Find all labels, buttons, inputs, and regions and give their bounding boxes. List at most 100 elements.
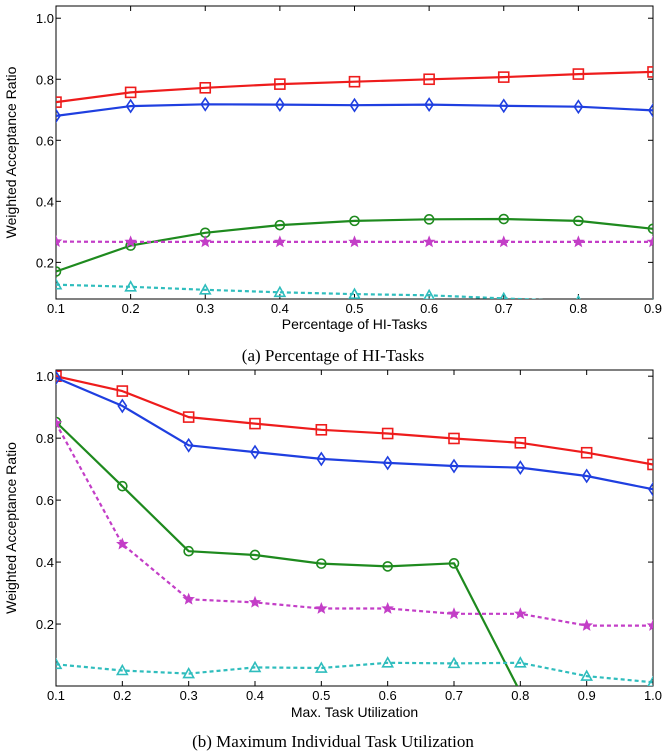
- x-tick-label: 0.4: [271, 301, 289, 316]
- series-line-blue: [56, 376, 653, 491]
- x-tick-label: 0.1: [47, 688, 65, 703]
- x-tick-label: 1.0: [644, 688, 662, 703]
- y-tick-label: 0.8: [36, 72, 54, 87]
- data-point-magenta: [56, 416, 63, 429]
- x-tick-label: 0.8: [511, 688, 529, 703]
- data-point-green: [498, 213, 510, 225]
- data-point-green: [249, 549, 261, 561]
- data-point-magenta: [56, 235, 63, 247]
- data-point-blue: [183, 437, 194, 453]
- series-line-magenta: [56, 422, 653, 627]
- data-point-magenta: [116, 537, 129, 550]
- data-point-red: [423, 73, 435, 86]
- data-point-magenta: [348, 235, 361, 248]
- data-point-magenta: [497, 235, 511, 248]
- data-point-magenta: [381, 601, 394, 614]
- y-tick-label: 0.2: [36, 255, 54, 270]
- series-line-red: [56, 375, 653, 466]
- y-tick-label: 0.4: [36, 194, 54, 209]
- data-point-red: [116, 385, 129, 397]
- data-point-red: [199, 81, 212, 94]
- data-point-blue: [424, 97, 435, 113]
- x-tick-label: 0.9: [644, 301, 662, 316]
- x-tick-label: 0.3: [180, 688, 198, 703]
- data-point-magenta: [315, 601, 328, 614]
- data-point-magenta: [273, 235, 287, 248]
- x-tick-label: 0.5: [312, 688, 330, 703]
- data-point-cyan: [56, 657, 63, 670]
- x-tick-label: 0.6: [379, 688, 397, 703]
- y-tick-label: 0.6: [36, 133, 54, 148]
- x-tick-label: 0.7: [445, 688, 463, 703]
- data-point-blue: [250, 444, 260, 460]
- data-point-green: [316, 558, 327, 569]
- data-point-magenta: [422, 235, 436, 248]
- data-point-blue: [56, 108, 61, 124]
- data-point-red: [348, 75, 361, 88]
- data-point-red: [647, 458, 653, 471]
- plot-frame: [55, 5, 654, 300]
- data-point-cyan: [647, 675, 653, 686]
- data-point-cyan: [198, 283, 212, 295]
- chart-percentage-hi-tasks: 0.1 0.2 0.3 0.4 0.5 0.6 0.7 0.8 0.9 0.2 0.4 0.6 0.8 1…: [3, 5, 662, 365]
- data-point-blue: [382, 455, 393, 471]
- data-point-green: [423, 214, 435, 225]
- data-point-cyan: [273, 285, 287, 298]
- y-tick-label: 0.6: [36, 493, 54, 508]
- data-point-magenta: [198, 235, 212, 248]
- data-point-cyan: [423, 288, 435, 299]
- data-point-blue: [316, 451, 327, 467]
- data-point-blue: [125, 98, 136, 114]
- data-point-blue: [515, 460, 526, 476]
- series-line-cyan: [56, 661, 653, 684]
- y-tick-label: 0.4: [36, 555, 54, 570]
- x-tick-label: 0.2: [113, 688, 131, 703]
- data-point-blue: [449, 458, 459, 474]
- data-point-red: [647, 66, 653, 78]
- data-point-cyan: [381, 656, 395, 668]
- y-tick-label: 0.8: [36, 431, 54, 446]
- series-line-blue: [56, 103, 653, 117]
- series-line-red: [56, 70, 653, 104]
- data-point-green: [647, 223, 653, 235]
- data-point-green: [349, 215, 360, 227]
- data-point-cyan: [248, 660, 262, 673]
- data-point-blue: [274, 97, 285, 113]
- data-point-magenta: [646, 235, 653, 248]
- series-line-cyan: [56, 283, 547, 299]
- data-point-blue: [349, 97, 360, 113]
- data-point-cyan: [182, 666, 196, 679]
- data-point-cyan: [348, 287, 361, 299]
- data-point-red: [274, 78, 286, 90]
- data-point-red: [381, 427, 394, 440]
- data-point-magenta: [580, 619, 593, 631]
- x-tick-label: 0.3: [196, 301, 214, 316]
- data-point-cyan: [513, 656, 527, 668]
- data-point-red: [56, 370, 62, 382]
- data-point-green: [117, 480, 128, 492]
- x-tick-label: 0.9: [578, 688, 596, 703]
- data-point-cyan: [56, 278, 63, 290]
- data-point-green: [382, 561, 393, 572]
- plot-frame: [55, 369, 654, 687]
- x-tick-label: 0.4: [246, 688, 264, 703]
- data-point-red: [249, 417, 261, 430]
- data-point-blue: [200, 96, 211, 112]
- data-point-red: [497, 71, 510, 83]
- data-point-red: [448, 432, 460, 445]
- x-tick-label: 0.6: [420, 301, 438, 316]
- data-point-green: [448, 558, 460, 569]
- y-tick-label: 0.2: [36, 617, 54, 632]
- data-point-blue: [117, 398, 128, 414]
- y-axis-label: Weighted Acceptance Ratio: [3, 66, 19, 238]
- y-tick-label: 1.0: [36, 369, 54, 384]
- figure-caption: (a) Percentage of HI-Tasks: [242, 346, 424, 365]
- data-point-magenta: [514, 607, 527, 620]
- data-point-blue: [648, 481, 653, 497]
- data-point-green: [56, 266, 62, 277]
- series-group: [56, 370, 653, 686]
- data-point-red: [56, 96, 62, 108]
- figure-caption: (b) Maximum Individual Task Utilization: [192, 732, 474, 751]
- data-point-blue: [56, 370, 61, 386]
